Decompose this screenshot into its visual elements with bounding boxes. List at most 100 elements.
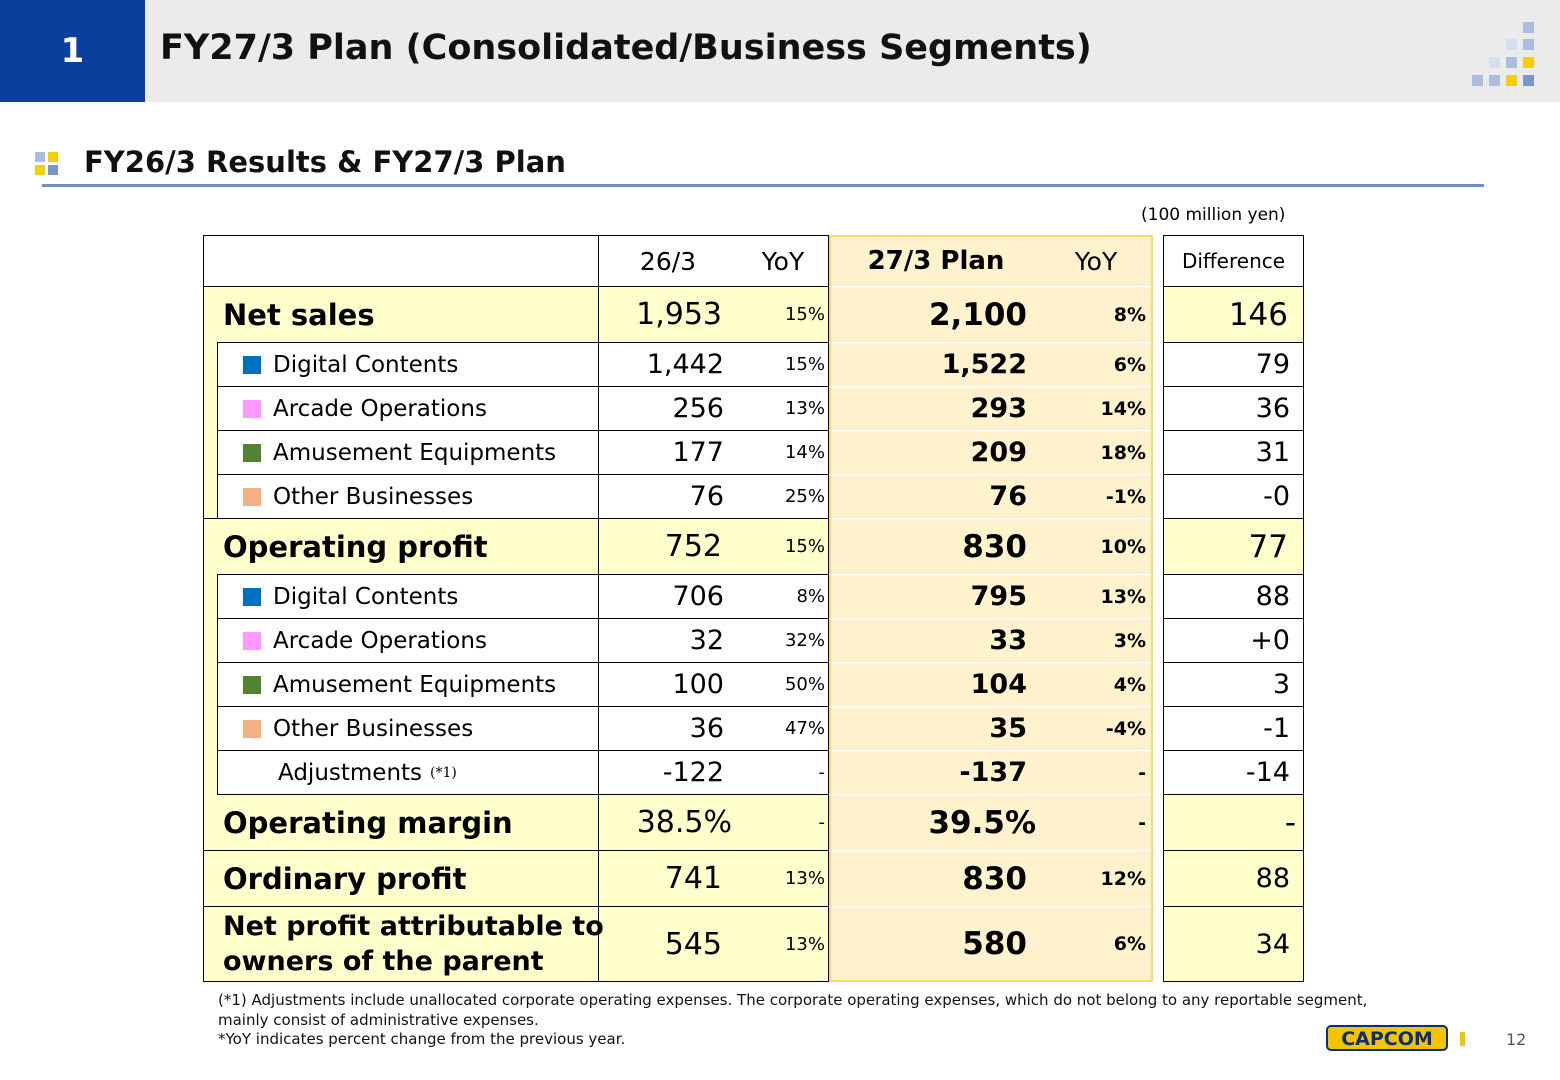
plan-yoy: 10% [1100,535,1146,558]
row-label: Net sales [223,297,375,332]
plan-yoy: 18% [1100,441,1146,464]
plan-yoy: 14% [1100,397,1146,420]
plan-yoy: - [1138,761,1146,784]
difference-value: 31 [1255,437,1290,468]
actual-yoy: 15% [784,536,825,557]
plan-value: 293 [970,393,1027,424]
segment-marker-icon [243,443,261,462]
actual-yoy: 47% [784,718,825,739]
row-label: Ordinary profit [223,861,467,896]
row-label-line2: owners of the parent [223,946,544,977]
row-label: Amusement Equipments [273,439,557,466]
difference-value: +0 [1250,625,1290,656]
row-label-line1: Net profit attributable to [223,911,604,942]
actual-value: 256 [672,393,724,424]
plan-value: 76 [989,481,1027,512]
plan-yoy: -1% [1105,485,1146,508]
actual-value: 100 [672,669,724,700]
plan-value: 795 [970,581,1027,612]
actual-yoy: 8% [796,586,825,607]
section-subtitle: FY26/3 Results & FY27/3 Plan [84,145,566,179]
actual-yoy: 13% [784,868,825,889]
column-header-difference: Difference [1181,249,1286,273]
actual-yoy: 15% [784,354,825,375]
difference-value: 146 [1228,296,1288,333]
row-label: Other Businesses [273,715,474,742]
row-label: Other Businesses [273,483,474,510]
difference-value: -14 [1245,757,1290,788]
difference-value: -0 [1263,481,1290,512]
page-title: FY27/3 Plan (Consolidated/Business Segme… [160,28,1092,68]
segment-marker-icon [243,675,261,694]
plan-yoy: 12% [1100,867,1146,890]
actual-yoy: 13% [784,933,825,955]
difference-value: - [1284,804,1296,841]
difference-value: -1 [1263,713,1290,744]
plan-yoy: 4% [1113,673,1146,696]
section-number: 1 [0,0,145,102]
plan-value: -137 [959,757,1027,788]
plan-yoy: 6% [1113,933,1146,955]
actual-yoy: - [818,812,826,833]
plan-value: 104 [970,669,1027,700]
actual-value: 32 [689,625,724,656]
row-label: Digital Contents [273,351,459,378]
subtitle-rule [42,184,1484,187]
plan-yoy: -4% [1105,717,1146,740]
actual-value: 36 [689,713,724,744]
row-label: Arcade Operations [273,395,487,422]
unit-note: (100 million yen) [1141,205,1286,225]
row-label: Amusement Equipments [273,671,557,698]
plan-value: 2,100 [928,296,1027,333]
footnote-ref: (*1) [430,764,457,781]
difference-value: 79 [1255,349,1290,380]
actual-value: 752 [664,529,722,564]
row-label: Digital Contents [273,583,459,610]
actual-value: 706 [672,581,724,612]
capcom-logo-text: CAPCOM [1341,1028,1433,1050]
actual-yoy: - [818,762,826,783]
plan-value: 209 [970,437,1027,468]
actual-value: 76 [689,481,724,512]
plan-yoy: 8% [1113,303,1146,326]
difference-value: 77 [1248,528,1288,565]
actual-value: 38.5% [636,805,732,840]
footnote-1: (*1) Adjustments include unallocated cor… [218,991,1368,1009]
row-label: Operating profit [223,529,488,564]
actual-value: 177 [672,437,724,468]
segment-marker-icon [243,355,261,374]
plan-value: 830 [962,528,1027,565]
segment-marker-icon [243,399,261,418]
row-label: Operating margin [223,805,513,840]
plan-value: 580 [962,926,1027,962]
column-header-actual-yoy: YoY [761,246,805,276]
plan-column-highlight [829,236,1153,981]
row-label: Adjustments [278,759,423,786]
actual-yoy: 13% [784,398,825,419]
column-header-plan: 27/3 Plan [867,246,1005,276]
page-number: 12 [1506,1030,1527,1049]
footnote-2: *YoY indicates percent change from the p… [218,1030,626,1048]
capcom-logo-icon: CAPCOM [1326,1025,1465,1051]
difference-value: 88 [1255,863,1290,894]
column-header-plan-yoy: YoY [1074,246,1118,276]
actual-value: 1,442 [646,349,724,380]
actual-value: 741 [664,861,722,896]
actual-yoy: 14% [784,442,825,463]
difference-value: 36 [1255,393,1290,424]
difference-value: 88 [1255,581,1290,612]
plan-value: 39.5% [928,804,1036,841]
mosaic-logo-icon [1472,22,1534,86]
actual-value: -122 [662,757,724,788]
plan-yoy: 3% [1113,629,1146,652]
actual-yoy: 50% [784,674,825,695]
plan-column-border [829,235,1153,982]
plan-value: 35 [989,713,1027,744]
difference-value: 34 [1255,928,1290,960]
difference-value: 3 [1272,669,1290,700]
segment-marker-icon [243,719,261,738]
column-header-actual: 26/3 [639,246,697,276]
row-label: Arcade Operations [273,627,487,654]
segment-marker-icon [243,587,261,606]
segment-marker-icon [243,487,261,506]
